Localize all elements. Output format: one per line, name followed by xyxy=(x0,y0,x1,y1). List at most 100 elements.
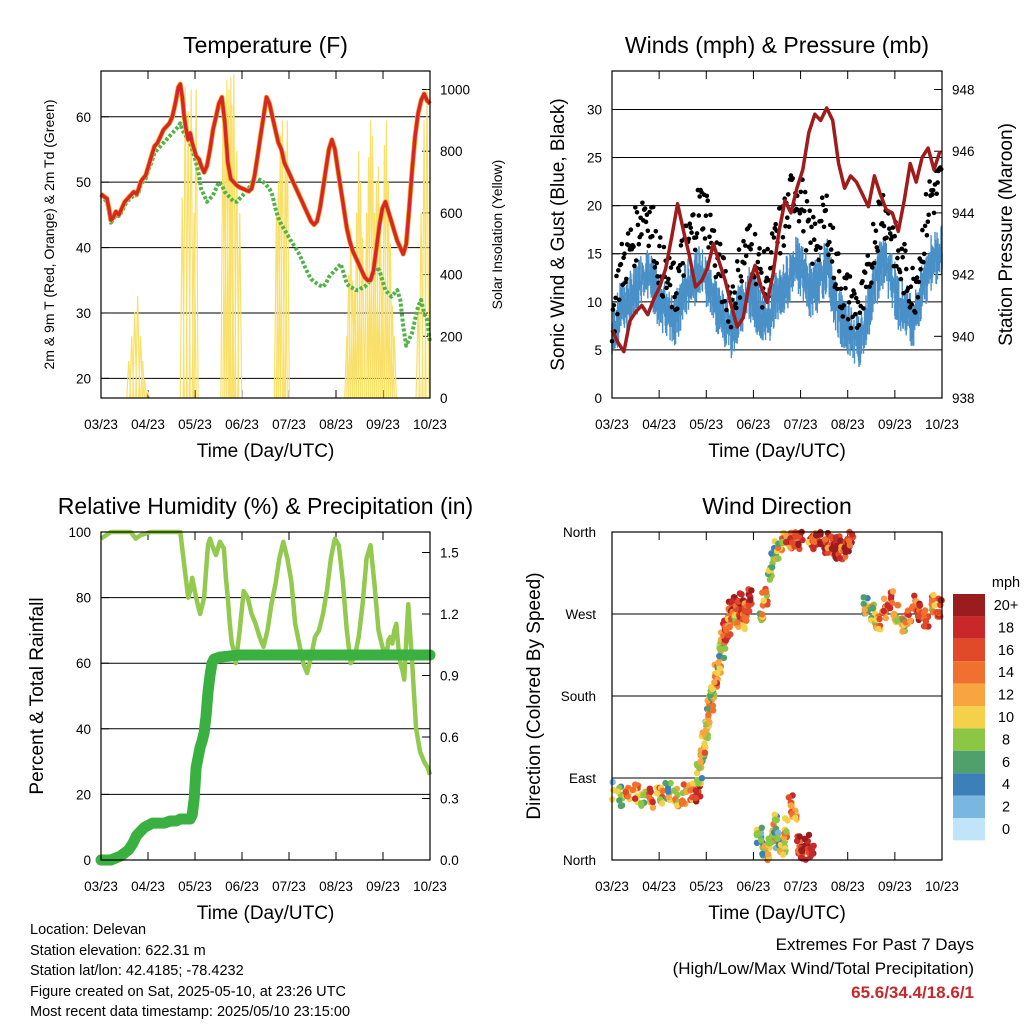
colorbar-label: 6 xyxy=(1002,755,1010,771)
gust-dot xyxy=(810,261,815,267)
direction-dot xyxy=(695,780,702,787)
y-tick-label-right: 400 xyxy=(440,268,463,283)
gust-dot xyxy=(704,193,710,199)
direction-dot xyxy=(765,851,772,858)
gust-dot xyxy=(757,246,762,251)
x-tick-label: 06/23 xyxy=(737,417,771,432)
gust-dot xyxy=(901,290,906,296)
gust-dot xyxy=(713,274,719,280)
gust-dot xyxy=(894,263,899,269)
gust-dot xyxy=(621,255,626,261)
direction-dot xyxy=(747,596,754,604)
gust-dot xyxy=(676,268,682,274)
x-tick-label: 09/23 xyxy=(366,417,400,432)
direction-dot xyxy=(709,702,717,709)
colorbar-swatch xyxy=(953,750,985,774)
direction-dot xyxy=(680,781,687,788)
direction-dot xyxy=(741,625,748,632)
gust-dot xyxy=(887,231,893,236)
solar-spike xyxy=(363,212,370,399)
direction-dot xyxy=(758,837,765,844)
direction-dot xyxy=(920,609,928,617)
gust-dot xyxy=(852,291,857,296)
direction-dot xyxy=(875,625,882,632)
gust-dot xyxy=(935,180,940,185)
gust-dot xyxy=(631,244,636,250)
x-tick-label: 07/23 xyxy=(784,879,818,894)
solar-spike xyxy=(371,212,378,399)
gust-dot xyxy=(686,236,692,242)
gust-dot xyxy=(758,266,763,272)
y-tick-label: 5 xyxy=(594,343,602,358)
info-recent: Most recent data timestamp: 2025/05/10 2… xyxy=(30,1004,351,1020)
gust-dot xyxy=(855,299,861,305)
direction-dot xyxy=(832,534,839,541)
gust-dot xyxy=(927,179,932,184)
gust-dot xyxy=(672,294,677,300)
direction-dot xyxy=(753,831,761,839)
gust-dot xyxy=(700,226,706,231)
direction-dot xyxy=(701,749,709,756)
gust-dot xyxy=(903,248,908,253)
gust-dot xyxy=(696,213,702,218)
direction-dot xyxy=(745,602,753,609)
gust-dot xyxy=(841,303,846,308)
gust-dot xyxy=(692,247,698,253)
x-tick-label: 04/23 xyxy=(131,417,165,432)
gust-dot xyxy=(823,208,829,213)
direction-dot xyxy=(930,591,937,599)
gust-dot xyxy=(820,202,826,208)
direction-dot xyxy=(889,588,897,595)
x-tick-label: 06/23 xyxy=(225,417,259,432)
direction-dot xyxy=(906,617,914,625)
gust-dot xyxy=(925,219,931,224)
gust-dot xyxy=(706,245,711,250)
gust-dot xyxy=(626,243,632,248)
solar-spike xyxy=(224,80,230,399)
gust-dot xyxy=(616,297,622,303)
y-axis-label-right: Station Pressure (Maroon) xyxy=(996,123,1017,346)
gust-dot xyxy=(734,259,740,264)
direction-dot xyxy=(771,816,779,823)
y-tick-label-right: 948 xyxy=(952,83,975,98)
colorbar-label: 10 xyxy=(998,710,1014,726)
gust-dot xyxy=(835,286,840,292)
gust-dot xyxy=(633,205,638,210)
gust-dot xyxy=(768,250,774,255)
y-tick-label: 0 xyxy=(83,853,91,868)
solar-spike xyxy=(191,212,197,399)
gust-dot xyxy=(689,230,694,235)
gust-dot xyxy=(647,209,652,215)
gust-dot xyxy=(848,325,854,331)
direction-dot xyxy=(836,554,843,562)
colorbar-label: 16 xyxy=(998,643,1014,659)
x-tick-label: 05/23 xyxy=(689,879,723,894)
y-tick-label: 20 xyxy=(587,199,602,214)
gust-dot xyxy=(618,261,624,267)
gust-dot xyxy=(655,274,660,279)
gust-dot xyxy=(816,257,821,263)
gust-dot xyxy=(921,259,926,265)
gust-dot xyxy=(773,221,778,227)
direction-dot xyxy=(916,602,924,609)
y-tick-label-right: 800 xyxy=(440,144,463,159)
direction-dot xyxy=(706,719,713,726)
gust-dot xyxy=(922,223,928,229)
gust-dot xyxy=(813,247,819,253)
direction-dot xyxy=(704,734,711,742)
gust-dot xyxy=(741,238,746,244)
gust-dot xyxy=(646,243,651,249)
gust-dot xyxy=(738,274,744,279)
x-axis-label: Time (Day/UTC) xyxy=(197,441,335,462)
gust-dot xyxy=(755,259,761,265)
direction-dot xyxy=(696,764,703,772)
colorbar-label: 8 xyxy=(1002,732,1010,748)
gust-dot xyxy=(916,279,922,285)
colorbar-label: 14 xyxy=(998,665,1014,681)
gust-dot xyxy=(669,304,675,310)
gust-dot xyxy=(737,295,743,300)
gust-dot xyxy=(897,269,903,275)
gust-dot xyxy=(910,265,915,271)
gust-dot xyxy=(736,247,742,252)
gust-dot xyxy=(742,260,747,266)
